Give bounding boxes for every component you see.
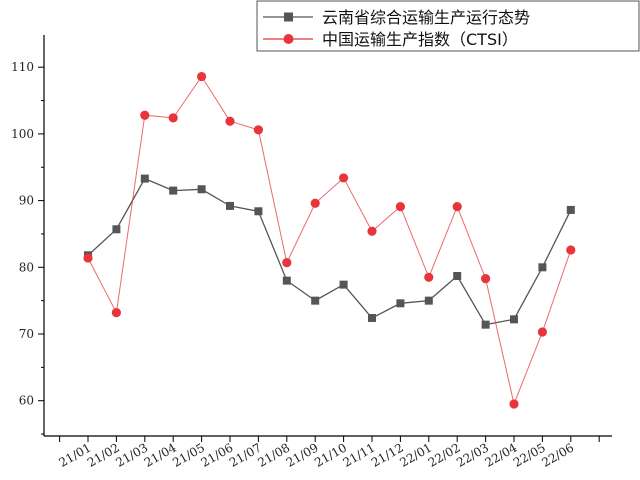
data-point [111, 308, 121, 318]
y-tick-label: 70 [19, 327, 34, 341]
series-1 [84, 174, 575, 329]
data-point [253, 125, 263, 135]
data-point [453, 271, 462, 280]
data-point [396, 299, 405, 308]
data-point [368, 313, 376, 322]
data-point [339, 173, 349, 183]
data-point [509, 399, 519, 409]
legend-marker [284, 12, 293, 22]
x-tick-label: 22/06 [539, 440, 576, 469]
y-tick-label: 60 [19, 394, 34, 408]
data-point [282, 276, 291, 285]
legend-marker [283, 34, 294, 44]
data-point [481, 274, 491, 284]
data-point [537, 327, 548, 337]
data-point [254, 207, 263, 216]
data-point [367, 226, 377, 236]
data-point [510, 315, 518, 324]
data-point [424, 272, 434, 282]
data-point [112, 225, 121, 234]
series-line [87, 177, 572, 326]
series-layer [83, 71, 576, 409]
data-point [169, 186, 178, 195]
y-tick-label: 90 [19, 194, 34, 208]
data-point [538, 263, 547, 272]
data-point [226, 201, 234, 210]
legend-label: 中国运输生产指数（CTSI） [322, 30, 518, 49]
legend-box [256, 0, 640, 52]
data-point [566, 245, 576, 255]
data-point [310, 198, 320, 208]
data-point [452, 202, 462, 212]
y-tick-label: 80 [19, 260, 34, 274]
axes: 6070809010011021/0121/0221/0321/0421/052… [11, 35, 612, 470]
y-tick-label: 100 [11, 127, 34, 141]
data-point [481, 320, 490, 329]
series-2 [83, 71, 576, 409]
data-point [140, 110, 150, 120]
data-point [311, 296, 320, 305]
data-point [140, 174, 149, 183]
data-point [339, 280, 348, 289]
data-point [197, 185, 206, 194]
data-point [168, 113, 178, 123]
data-point [395, 202, 405, 212]
data-point [225, 116, 235, 126]
data-point [282, 258, 292, 268]
data-point [566, 205, 575, 214]
data-point [424, 296, 433, 305]
y-tick-label: 110 [11, 60, 34, 74]
series-line [87, 75, 572, 406]
legend-label: 云南省综合运输生产运行态势 [322, 8, 530, 27]
data-point [197, 71, 207, 82]
data-point [83, 253, 93, 263]
